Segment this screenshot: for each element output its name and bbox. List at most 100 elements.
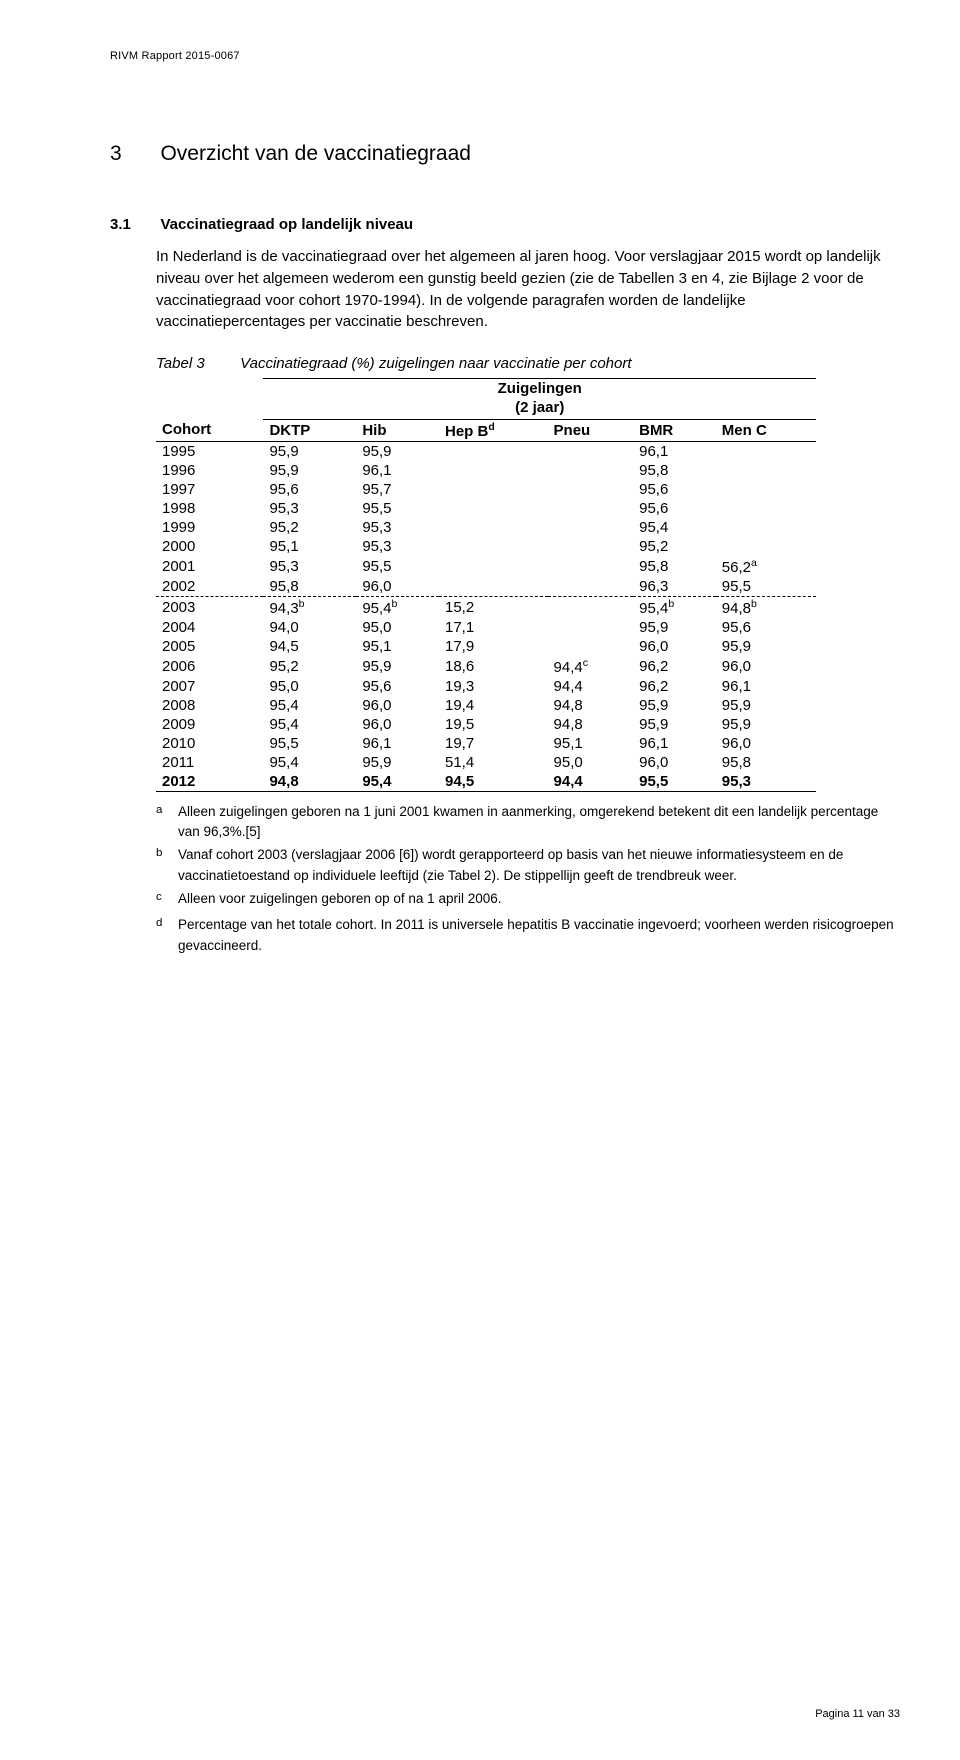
group-header-text: Zuigelingen(2 jaar) — [498, 380, 582, 416]
section-heading-row: 3 Overzicht van de vaccinatiegraad — [110, 142, 900, 166]
table-cell — [548, 556, 634, 577]
footnote-mark: c — [156, 889, 178, 912]
table-cell: 2001 — [156, 556, 263, 577]
table-row: 201294,895,494,594,495,595,3 — [156, 772, 816, 792]
column-header: Cohort — [156, 419, 263, 441]
group-header: Zuigelingen(2 jaar) — [263, 379, 816, 420]
table-cell: 51,4 — [439, 753, 548, 772]
table-cell: 96,3 — [633, 577, 716, 597]
table-cell: 95,5 — [356, 499, 439, 518]
table-cell: 2000 — [156, 537, 263, 556]
table-cell: 95,8 — [263, 577, 356, 597]
table-cell — [716, 461, 816, 480]
column-header: BMR — [633, 419, 716, 441]
table-cell: 2004 — [156, 618, 263, 637]
table-cell: 94,4 — [548, 677, 634, 696]
subsection-number: 3.1 — [110, 216, 156, 233]
table-cell: 96,0 — [356, 715, 439, 734]
table-cell: 96,1 — [356, 734, 439, 753]
table-cell: 95,8 — [633, 461, 716, 480]
table-cell: 95,4 — [263, 715, 356, 734]
table-caption: Vaccinatiegraad (%) zuigelingen naar vac… — [240, 355, 631, 372]
table-cell: 95,9 — [633, 715, 716, 734]
table-cell: 94,8 — [548, 715, 634, 734]
table-cell: 2011 — [156, 753, 263, 772]
table-cell: 56,2a — [716, 556, 816, 577]
table-cell: 95,7 — [356, 480, 439, 499]
table-row: 199695,996,195,8 — [156, 461, 816, 480]
table-row: 201095,596,119,795,196,196,0 — [156, 734, 816, 753]
table-cell: 94,4 — [548, 772, 634, 792]
table-cell: 96,1 — [633, 734, 716, 753]
table-cell: 95,5 — [356, 556, 439, 577]
table-cell: 95,3 — [356, 518, 439, 537]
table-cell: 95,2 — [263, 518, 356, 537]
subsection-title: Vaccinatiegraad op landelijk niveau — [160, 216, 413, 233]
table-cell — [548, 637, 634, 656]
table-cell: 95,4b — [356, 596, 439, 618]
table-cell: 95,6 — [263, 480, 356, 499]
table-cell: 95,4 — [263, 753, 356, 772]
table-cell: 95,8 — [716, 753, 816, 772]
footnotes: a Alleen zuigelingen geboren na 1 juni 2… — [156, 802, 900, 957]
table-cell: 96,1 — [356, 461, 439, 480]
table-cell — [548, 480, 634, 499]
table-cell — [439, 480, 548, 499]
table-cell — [439, 461, 548, 480]
table-row: 199995,295,395,4 — [156, 518, 816, 537]
table-cell: 1998 — [156, 499, 263, 518]
table-cell: 19,5 — [439, 715, 548, 734]
table-cell: 95,0 — [548, 753, 634, 772]
table-cell: 95,9 — [633, 696, 716, 715]
table-cell — [716, 518, 816, 537]
table-cell — [716, 499, 816, 518]
table-cell: 96,0 — [356, 577, 439, 597]
table-cell: 95,5 — [263, 734, 356, 753]
table-cell: 94,5 — [439, 772, 548, 792]
running-header: RIVM Rapport 2015-0067 — [110, 50, 900, 62]
page-footer: Pagina 11 van 33 — [815, 1708, 900, 1720]
subsection-heading-row: 3.1 Vaccinatiegraad op landelijk niveau — [110, 216, 900, 234]
table-cell: 18,6 — [439, 656, 548, 677]
table-cell: 95,0 — [263, 677, 356, 696]
page: RIVM Rapport 2015-0067 3 Overzicht van d… — [0, 0, 960, 1760]
table-cell: 19,3 — [439, 677, 548, 696]
table-cell: 96,0 — [633, 637, 716, 656]
table-cell: 2012 — [156, 772, 263, 792]
table-cell: 95,8 — [633, 556, 716, 577]
table-cell: 94,8 — [548, 696, 634, 715]
table-cell: 96,0 — [633, 753, 716, 772]
table-cell: 95,9 — [356, 441, 439, 461]
table-row: 200394,3b95,4b15,295,4b94,8b — [156, 596, 816, 618]
column-header-row: CohortDKTPHibHep BdPneuBMRMen C — [156, 419, 816, 441]
table-cell: 95,6 — [633, 480, 716, 499]
table-cell: 19,4 — [439, 696, 548, 715]
table-cell: 95,1 — [356, 637, 439, 656]
table-cell: 95,6 — [633, 499, 716, 518]
footnote-text: Percentage van het totale cohort. In 201… — [178, 915, 900, 957]
table-cell: 96,2 — [633, 677, 716, 696]
table-cell — [548, 596, 634, 618]
table-body: 199595,995,996,1199695,996,195,8199795,6… — [156, 441, 816, 791]
column-header: Men C — [716, 419, 816, 441]
table-cell: 17,1 — [439, 618, 548, 637]
table-cell: 96,0 — [716, 734, 816, 753]
footnote-text: Alleen voor zuigelingen geboren op of na… — [178, 889, 502, 912]
table-cell: 95,6 — [356, 677, 439, 696]
table-cell: 95,6 — [716, 618, 816, 637]
table-cell: 94,8 — [263, 772, 356, 792]
table-cell — [548, 461, 634, 480]
table-cell: 95,9 — [633, 618, 716, 637]
table-row: 200995,496,019,594,895,995,9 — [156, 715, 816, 734]
table-cell: 95,9 — [356, 753, 439, 772]
table-cell — [439, 518, 548, 537]
table-cell: 2002 — [156, 577, 263, 597]
table-cell: 95,9 — [263, 441, 356, 461]
table-row: 200095,195,395,2 — [156, 537, 816, 556]
table-cell: 95,9 — [263, 461, 356, 480]
table-cell: 2009 — [156, 715, 263, 734]
table-cell: 94,0 — [263, 618, 356, 637]
table-cell — [716, 441, 816, 461]
table-cell — [548, 441, 634, 461]
table-cell: 95,5 — [633, 772, 716, 792]
